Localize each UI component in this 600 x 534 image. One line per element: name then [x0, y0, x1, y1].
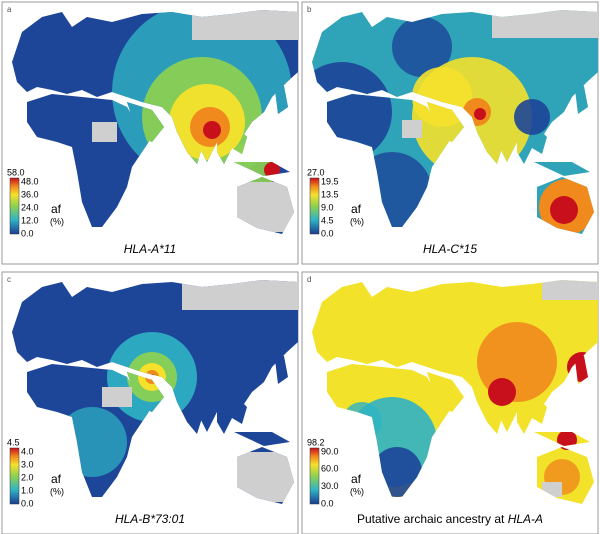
- legend-tick-label: 30.0: [321, 481, 339, 491]
- caption-gene: HLA-B*73:01: [115, 512, 185, 526]
- caption-prefix: Putative archaic ancestry at: [357, 512, 505, 526]
- heat-region: [264, 162, 280, 178]
- no-data-region: [182, 280, 298, 310]
- heat-region: [107, 332, 197, 422]
- legend-unit: af: [51, 472, 62, 486]
- panel-label: b: [307, 5, 312, 14]
- no-data-region: [92, 122, 117, 142]
- heat-region: [203, 121, 221, 139]
- no-data-region: [542, 280, 598, 300]
- no-data-region: [192, 10, 298, 40]
- legend-tick-label: 0.0: [321, 228, 334, 238]
- map-panel: d 98.290.0 60.0 30.0 0.0 af(%) Putative archai…: [301, 271, 599, 534]
- heat-region: [145, 370, 159, 384]
- legend-tick-label: 0.0: [21, 498, 34, 508]
- map: [12, 10, 298, 234]
- map: [312, 10, 598, 234]
- heat-region: [412, 67, 472, 127]
- map: [312, 280, 598, 504]
- caption-gene: HLA-C*15: [423, 242, 477, 256]
- caption: HLA-C*15: [423, 242, 477, 256]
- heat-region: [127, 352, 177, 402]
- no-data-region: [102, 387, 132, 407]
- legend-tick-label: 48.0: [21, 176, 39, 186]
- legend-tick-label: 13.5: [321, 189, 339, 199]
- caption-gene: HLA-A: [508, 512, 543, 526]
- heat-region: [372, 447, 422, 497]
- heat-region: [138, 363, 166, 391]
- no-data-region: [232, 452, 294, 502]
- legend-tick-label: 24.0: [21, 202, 39, 212]
- legend-max: 98.2: [307, 437, 325, 447]
- panel-label: c: [7, 275, 11, 284]
- map: [12, 280, 298, 504]
- heat-region: [57, 407, 127, 477]
- caption: Putative archaic ancestry at HLA-A: [357, 512, 543, 526]
- legend-unit: af: [351, 472, 362, 486]
- panel-label: a: [7, 5, 12, 14]
- heat-region: [550, 196, 578, 224]
- legend-tick-label: 90.0: [321, 446, 339, 456]
- no-data-region: [232, 182, 294, 232]
- panel-frame: [1, 1, 299, 265]
- legend-tick-label: 36.0: [21, 189, 39, 199]
- panel-frame: [1, 271, 299, 534]
- legend-unit-note: (%): [350, 216, 364, 226]
- no-data-region: [402, 120, 422, 138]
- legend-unit-note: (%): [350, 486, 364, 496]
- caption: HLA-B*73:01: [115, 512, 185, 526]
- legend-tick-label: 4.0: [21, 446, 34, 456]
- caption: HLA-A*11: [124, 242, 176, 256]
- legend-tick-label: 2.0: [21, 472, 34, 482]
- legend-unit: af: [351, 202, 362, 216]
- legend-tick-label: 3.0: [21, 459, 34, 469]
- heat-region: [557, 430, 577, 450]
- colorbar: [9, 447, 20, 505]
- legend-max: 27.0: [307, 167, 325, 177]
- legend-tick-label: 1.0: [21, 485, 34, 495]
- legend-tick-label: 12.0: [21, 215, 39, 225]
- map-panel: c 4.54.0 3.0 2.0 1.0 0.0 af(%) HLA-B*73:01: [1, 271, 299, 534]
- panel-frame: [301, 271, 599, 534]
- heat-region: [352, 152, 432, 232]
- heat-region: [149, 374, 155, 380]
- caption-gene: HLA-A*11: [124, 242, 176, 256]
- colorbar: [9, 177, 20, 235]
- heat-region: [312, 62, 392, 162]
- no-data-region: [542, 482, 562, 497]
- no-data-region: [492, 10, 598, 38]
- legend-max: 4.5: [7, 437, 20, 447]
- legend-tick-label: 9.0: [321, 202, 334, 212]
- legend-unit: af: [51, 202, 62, 216]
- legend-tick-label: 0.0: [321, 498, 334, 508]
- legend-tick-label: 4.5: [321, 215, 334, 225]
- colorbar: [309, 447, 320, 505]
- map-panel: b 27.019.5 13.5 9.0 4.5 0.0 af(%) HLA-C*15: [301, 1, 599, 265]
- heat-region: [488, 378, 516, 406]
- map-panel: a 58.048.0 36.0 24.0 12.0 0.0 af(%) HLA-A*11: [1, 1, 299, 265]
- legend-tick-label: 0.0: [21, 228, 34, 238]
- legend-tick-label: 60.0: [321, 464, 339, 474]
- colorbar: [309, 177, 320, 235]
- heat-region: [392, 17, 452, 77]
- panel-frame: [301, 1, 599, 265]
- heat-region: [342, 402, 382, 442]
- legend-tick-label: 19.5: [321, 176, 339, 186]
- heat-region: [474, 108, 486, 120]
- panel-label: d: [307, 275, 311, 284]
- legend-max: 58.0: [7, 167, 25, 177]
- legend-unit-note: (%): [50, 486, 64, 496]
- legend-unit-note: (%): [50, 216, 64, 226]
- heat-region: [514, 99, 550, 135]
- heat-region: [567, 352, 597, 382]
